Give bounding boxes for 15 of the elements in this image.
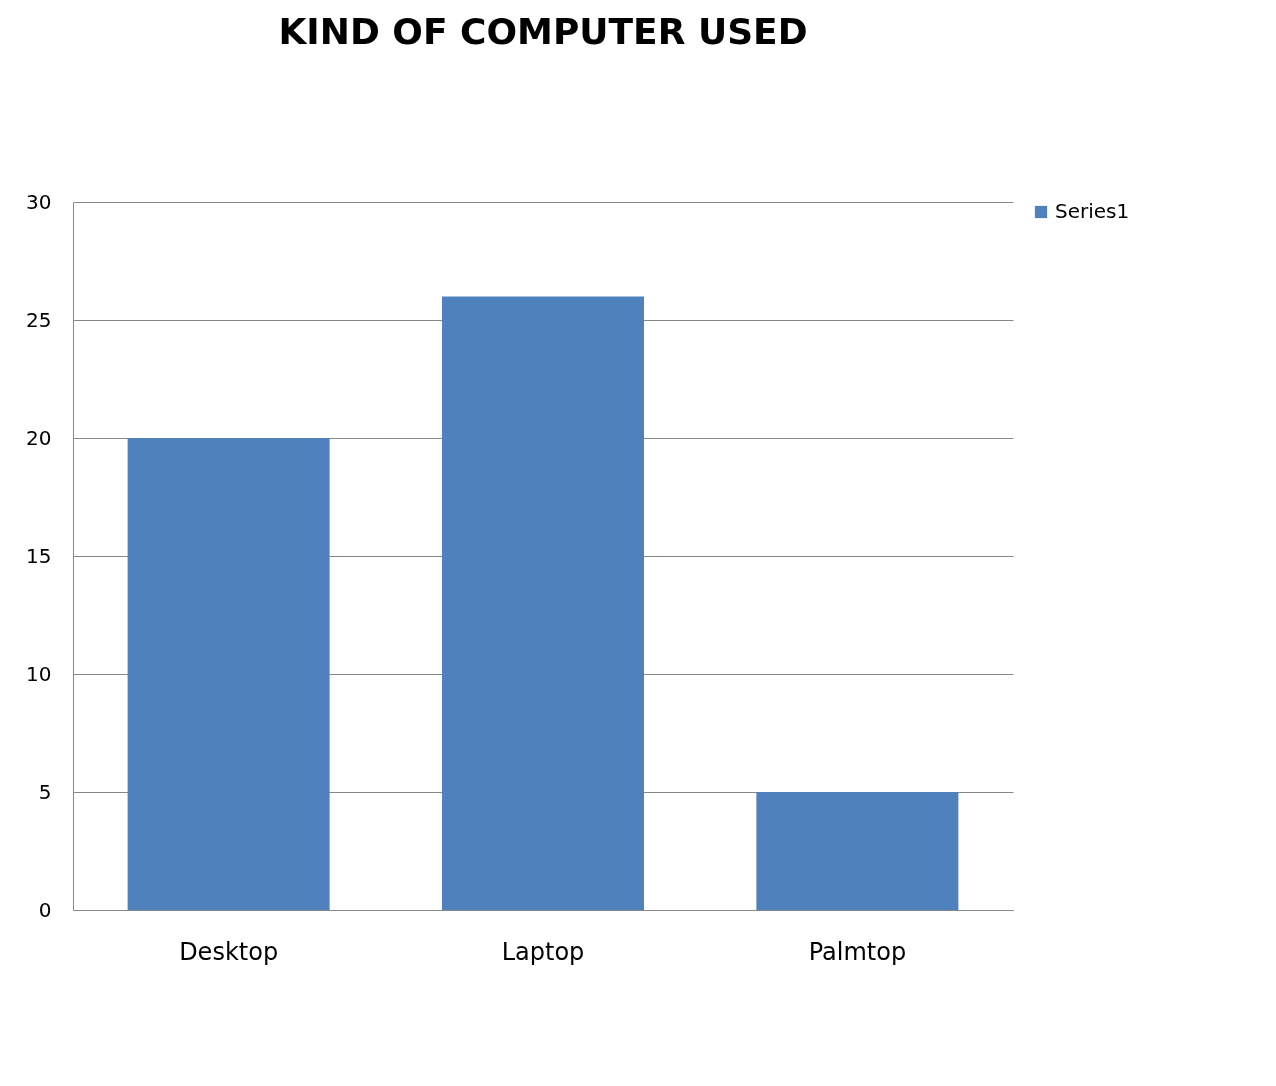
x-tick-label: Desktop xyxy=(179,937,279,966)
x-tick-label: Laptop xyxy=(501,937,585,966)
bar xyxy=(127,438,330,910)
y-tick-label: 20 xyxy=(26,425,52,450)
chart-title: KIND OF COMPUTER USED xyxy=(278,11,808,52)
y-tick-label: 25 xyxy=(26,307,52,332)
y-tick-label: 30 xyxy=(26,189,52,214)
y-tick-label: 15 xyxy=(26,543,52,568)
legend-label: Series1 xyxy=(1055,199,1130,223)
bar xyxy=(442,296,644,910)
y-tick-label: 0 xyxy=(38,897,52,922)
y-tick-label: 5 xyxy=(38,779,52,804)
bar xyxy=(756,792,959,910)
x-tick-label: Palmtop xyxy=(808,937,907,966)
y-tick-label: 10 xyxy=(26,661,52,686)
